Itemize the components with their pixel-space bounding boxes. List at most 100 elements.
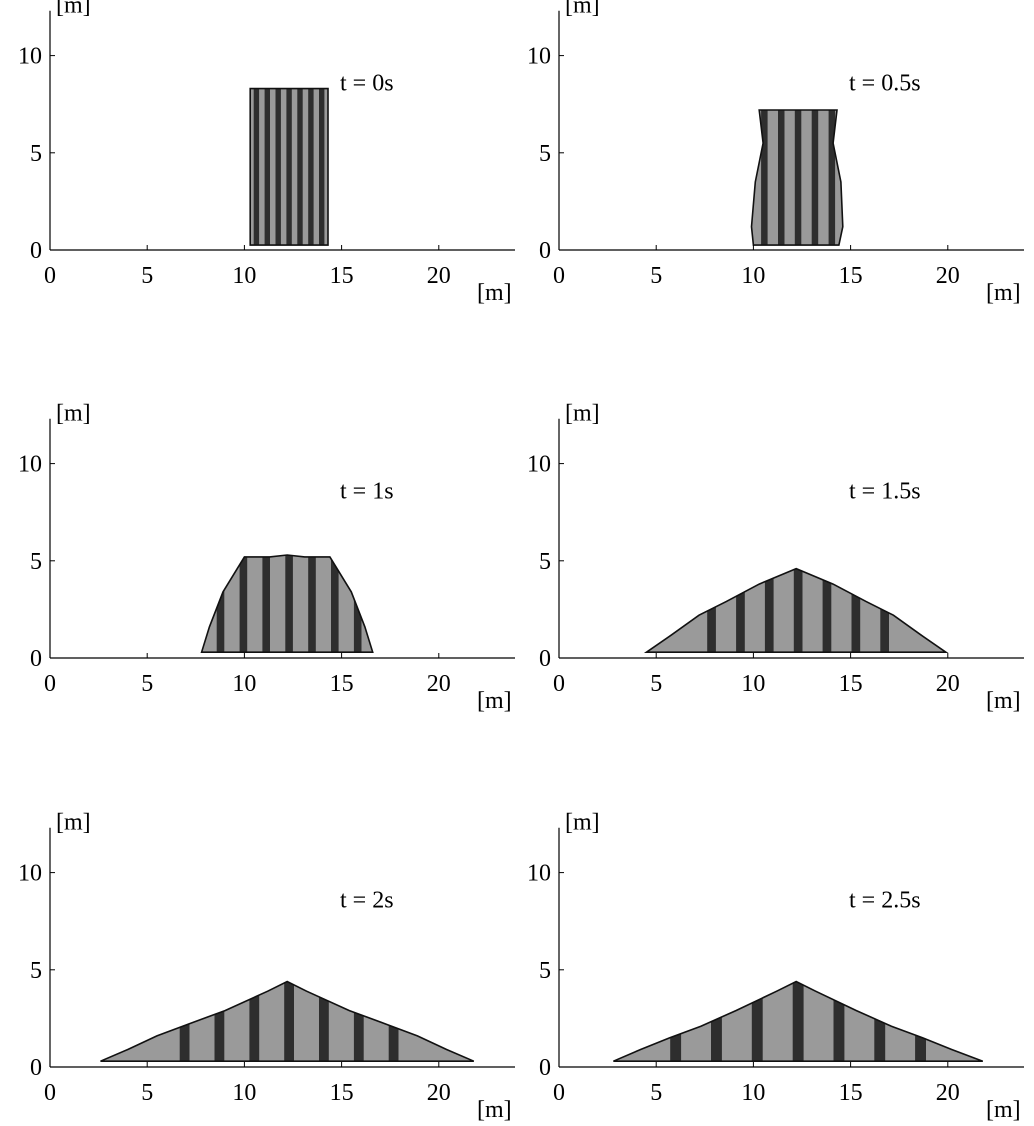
x-tick-label: 10 xyxy=(741,671,765,697)
dark-stratum xyxy=(828,110,836,246)
time-label: t = 0s xyxy=(340,71,394,97)
y-tick-label: 10 xyxy=(18,452,42,478)
y-axis-label: [m] xyxy=(56,810,91,836)
dark-stratum xyxy=(319,88,325,246)
dark-stratum xyxy=(331,555,339,653)
x-tick-label: 0 xyxy=(553,263,565,289)
y-tick-label: 5 xyxy=(30,549,42,575)
x-tick-label: 20 xyxy=(936,263,960,289)
y-tick-label: 5 xyxy=(539,549,551,575)
dark-stratum xyxy=(319,981,329,1062)
y-tick-label: 0 xyxy=(539,238,551,264)
dark-stratum xyxy=(764,568,774,653)
x-axis-label: [m] xyxy=(477,280,512,306)
x-tick-label: 15 xyxy=(330,1080,354,1106)
dark-stratum xyxy=(761,110,768,246)
x-axis-label: [m] xyxy=(477,1097,512,1123)
dark-stratum xyxy=(736,568,745,653)
dark-stratum xyxy=(846,100,853,259)
x-tick-label: 5 xyxy=(141,671,153,697)
y-tick-label: 0 xyxy=(539,646,551,672)
y-tick-label: 10 xyxy=(527,44,551,70)
dark-stratum xyxy=(216,555,225,653)
material-outline xyxy=(249,87,329,246)
x-tick-label: 10 xyxy=(741,1080,765,1106)
x-axis-label: [m] xyxy=(986,1097,1021,1123)
y-tick-label: 5 xyxy=(30,958,42,984)
x-axis-label: [m] xyxy=(477,688,512,714)
dark-stratum xyxy=(794,110,802,246)
dark-stratum xyxy=(249,981,260,1062)
x-tick-label: 5 xyxy=(650,671,662,697)
x-axis-label: [m] xyxy=(986,280,1021,306)
x-tick-label: 0 xyxy=(44,671,56,697)
y-tick-label: 0 xyxy=(539,1055,551,1081)
dark-stratum xyxy=(744,100,751,259)
dark-stratum xyxy=(778,110,785,246)
dark-stratum xyxy=(707,568,716,653)
panel-1: 0 5 10 15 20 0 5 10 [m] [m] t = 0s xyxy=(18,0,515,306)
x-tick-label: 20 xyxy=(427,671,451,697)
x-tick-label: 15 xyxy=(839,1080,863,1106)
y-tick-label: 10 xyxy=(18,44,42,70)
dark-stratum xyxy=(253,88,260,246)
y-tick-label: 10 xyxy=(527,452,551,478)
x-axis-label: [m] xyxy=(986,688,1021,714)
x-tick-label: 0 xyxy=(553,671,565,697)
x-tick-label: 5 xyxy=(141,263,153,289)
y-tick-label: 0 xyxy=(30,238,42,264)
y-axis-label: [m] xyxy=(565,0,600,19)
dark-stratum xyxy=(751,981,763,1062)
y-tick-label: 0 xyxy=(30,1055,42,1081)
panels: 0 5 10 15 20 0 5 10 [m] [m] t = 0s 0 5 10 15 20 0 5 10 [m] [… xyxy=(18,0,1024,1123)
x-tick-label: 10 xyxy=(232,671,256,697)
time-label: t = 2s xyxy=(340,888,394,914)
time-label: t = 0.5s xyxy=(849,71,921,97)
dark-stratum xyxy=(353,981,364,1062)
dark-stratum xyxy=(711,981,722,1062)
x-tick-label: 20 xyxy=(936,1080,960,1106)
material-outline xyxy=(200,554,374,654)
x-tick-label: 15 xyxy=(839,671,863,697)
dark-stratum xyxy=(793,568,803,653)
y-axis-label: [m] xyxy=(565,401,600,427)
dark-stratum xyxy=(833,981,845,1062)
dark-stratum xyxy=(262,555,270,653)
y-tick-label: 10 xyxy=(527,861,551,887)
dark-stratum xyxy=(297,88,303,246)
time-label: t = 1s xyxy=(340,479,394,505)
dark-stratum xyxy=(308,88,314,246)
dark-stratum xyxy=(239,555,248,653)
y-axis-label: [m] xyxy=(56,0,91,19)
y-tick-label: 5 xyxy=(30,141,42,167)
x-tick-label: 5 xyxy=(650,263,662,289)
y-tick-label: 10 xyxy=(18,861,42,887)
x-tick-label: 0 xyxy=(553,1080,565,1106)
time-label: t = 1.5s xyxy=(849,479,921,505)
x-tick-label: 10 xyxy=(741,263,765,289)
dark-stratum xyxy=(285,555,293,653)
dark-stratum xyxy=(264,88,270,246)
dark-stratum xyxy=(822,568,832,653)
dark-stratum xyxy=(286,88,292,246)
x-tick-label: 15 xyxy=(330,671,354,697)
material-outline xyxy=(643,567,949,654)
panel-2: 0 5 10 15 20 0 5 10 [m] [m] t = 0.5s xyxy=(527,0,1024,306)
dark-stratum xyxy=(214,981,225,1062)
time-label: t = 2.5s xyxy=(849,888,921,914)
x-tick-label: 5 xyxy=(650,1080,662,1106)
panel-6: 0 5 10 15 20 0 5 10 [m] [m] t = 2.5s xyxy=(527,810,1024,1123)
y-tick-label: 5 xyxy=(539,141,551,167)
dark-stratum xyxy=(308,555,316,653)
x-tick-label: 10 xyxy=(232,1080,256,1106)
material-body xyxy=(250,88,328,246)
y-tick-label: 0 xyxy=(30,646,42,672)
material-outline xyxy=(613,980,984,1062)
x-tick-label: 20 xyxy=(936,671,960,697)
material-outline xyxy=(100,980,475,1062)
material-body xyxy=(744,100,853,259)
x-tick-label: 15 xyxy=(839,263,863,289)
y-axis-label: [m] xyxy=(56,401,91,427)
panel-4: 0 5 10 15 20 0 5 10 [m] [m] t = 1.5s xyxy=(527,401,1024,714)
